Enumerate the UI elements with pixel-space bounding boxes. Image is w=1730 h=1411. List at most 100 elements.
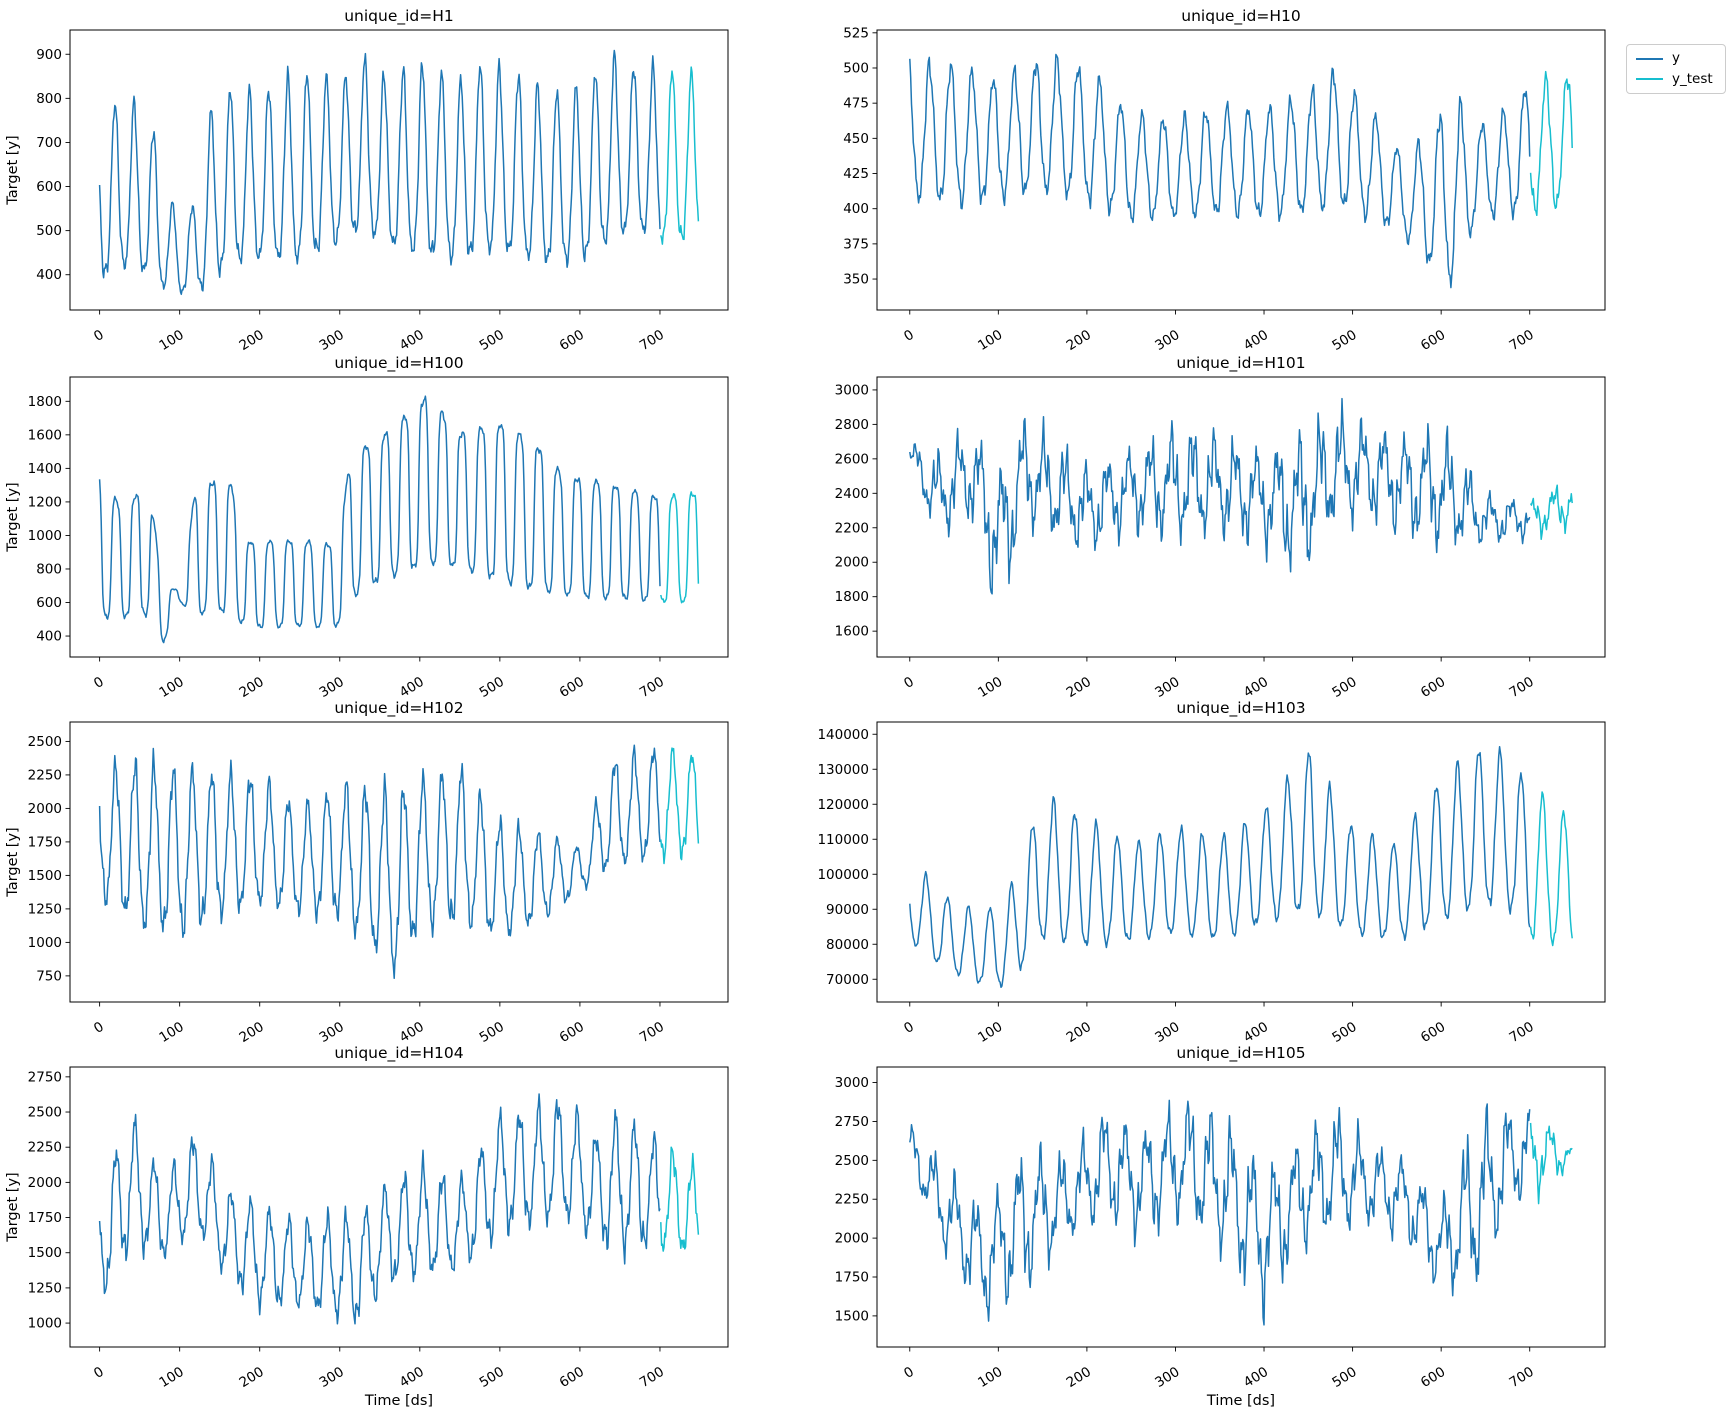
y-axis-label: Target [y] (5, 827, 21, 897)
x-tick-label: 0 (901, 1364, 917, 1382)
x-tick-label: 300 (317, 1364, 347, 1391)
y-tick-label: 3000 (835, 382, 869, 398)
x-tick-label: 0 (91, 1019, 107, 1037)
x-tick-label: 600 (1418, 1019, 1448, 1046)
x-tick-label: 100 (156, 1364, 186, 1391)
x-tick-label: 200 (236, 327, 266, 354)
x-tick-label: 700 (1506, 1019, 1536, 1046)
x-tick-label: 0 (91, 1364, 107, 1382)
y-tick-label: 475 (843, 96, 869, 112)
y-axis-label: Target [y] (5, 135, 21, 205)
x-tick-label: 200 (1064, 674, 1094, 701)
x-tick-label: 200 (1064, 1364, 1094, 1391)
x-tick-label: 500 (1329, 1019, 1359, 1046)
y-tick-label: 80000 (826, 937, 869, 953)
x-tick-label: 200 (236, 674, 266, 701)
x-tick-label: 0 (91, 327, 107, 345)
y-tick-label: 600 (36, 595, 62, 611)
x-axis-label: Time [ds] (364, 1393, 433, 1409)
x-tick-label: 500 (477, 327, 507, 354)
y-tick-label: 2250 (28, 1140, 62, 1156)
y-tick-label: 1400 (28, 461, 62, 477)
y-tick-label: 1600 (835, 624, 869, 640)
legend-item-y: y (1636, 51, 1715, 66)
y-tick-label: 800 (36, 91, 62, 107)
y-tick-label: 1000 (28, 1316, 62, 1332)
legend-item-y-test: y_test (1636, 72, 1715, 87)
y-tick-label: 1750 (835, 1270, 869, 1286)
chart-panel-H104: unique_id=H10410001250150017502000225025… (5, 1044, 729, 1409)
x-tick-label: 200 (1064, 1019, 1094, 1046)
plot-area (876, 29, 1606, 311)
chart-title: unique_id=H1 (344, 7, 454, 26)
x-tick-label: 100 (156, 327, 186, 354)
y-tick-label: 2600 (835, 451, 869, 467)
y-tick-label: 1000 (28, 935, 62, 951)
x-tick-label: 700 (637, 327, 667, 354)
x-tick-label: 300 (1152, 1364, 1182, 1391)
y-tick-label: 450 (843, 131, 869, 147)
x-tick-label: 400 (397, 1364, 427, 1391)
y-tick-label: 1800 (28, 394, 62, 410)
x-tick-label: 400 (1241, 327, 1271, 354)
y-tick-label: 1800 (835, 589, 869, 605)
legend: y y_test (1626, 44, 1726, 94)
chart-panel-H105: unique_id=H10515001750200022502500275030… (835, 1044, 1606, 1409)
chart-panel-H10: unique_id=H10 350 375 400 425 450 475 500 525 0 10… (843, 7, 1606, 354)
y-tick-label: 750 (36, 968, 62, 984)
series-line-y (98, 1093, 661, 1325)
x-tick-label: 600 (557, 674, 587, 701)
series-line-y-test (660, 66, 700, 245)
x-tick-label: 300 (317, 1019, 347, 1046)
chart-panel-H1: unique_id=H1 400 500 600 700 800 900 0 100 200 300… (5, 7, 729, 354)
y-tick-label: 2750 (28, 1069, 62, 1085)
y-tick-label: 2000 (28, 1175, 62, 1191)
y-tick-label: 2250 (835, 1192, 869, 1208)
y-tick-label: 1500 (28, 1245, 62, 1261)
x-tick-label: 700 (637, 674, 667, 701)
chart-title: unique_id=H105 (1176, 1044, 1305, 1063)
chart-title: unique_id=H101 (1176, 354, 1305, 373)
x-axis-label: Time [ds] (1206, 1393, 1275, 1409)
chart-title: unique_id=H100 (334, 354, 463, 373)
x-tick-label: 300 (1152, 674, 1182, 701)
x-tick-label: 100 (975, 1019, 1005, 1046)
y-tick-label: 90000 (826, 902, 869, 918)
y-tick-label: 2500 (835, 1153, 869, 1169)
y-tick-label: 70000 (826, 972, 869, 988)
x-tick-label: 700 (1506, 327, 1536, 354)
x-tick-label: 500 (1329, 674, 1359, 701)
y-tick-label: 525 (843, 25, 869, 41)
series-line-y (909, 397, 1531, 595)
x-tick-label: 100 (975, 1364, 1005, 1391)
x-tick-label: 300 (1152, 1019, 1182, 1046)
plot-area (876, 721, 1606, 1003)
chart-panel-H102: unique_id=H10275010001250150017502000225… (5, 699, 729, 1046)
x-tick-label: 500 (477, 1364, 507, 1391)
x-tick-label: 300 (317, 327, 347, 354)
y-tick-label: 1250 (28, 1280, 62, 1296)
chart-panel-H103: unique_id=H103 70000 80000 90000 100000 11000… (817, 699, 1606, 1046)
x-tick-label: 500 (1329, 1364, 1359, 1391)
chart-title: unique_id=H104 (334, 1044, 463, 1063)
x-tick-label: 0 (91, 674, 107, 692)
series-line-y (98, 744, 661, 980)
y-tick-label: 2500 (28, 734, 62, 750)
y-tick-label: 1000 (28, 528, 62, 544)
chart-title: unique_id=H10 (1181, 7, 1300, 26)
x-tick-label: 400 (397, 674, 427, 701)
x-tick-label: 200 (236, 1019, 266, 1046)
series-line-y (909, 1099, 1531, 1326)
y-tick-label: 2500 (28, 1105, 62, 1121)
x-tick-label: 500 (1329, 327, 1359, 354)
x-tick-label: 100 (975, 674, 1005, 701)
y-tick-label: 1750 (28, 1210, 62, 1226)
x-tick-label: 600 (557, 1019, 587, 1046)
legend-line-y-icon (1636, 57, 1663, 60)
series-line-y (98, 395, 661, 644)
y-tick-label: 140000 (817, 727, 869, 743)
x-tick-label: 200 (1064, 327, 1094, 354)
plot-area (69, 721, 729, 1003)
y-tick-label: 700 (36, 135, 62, 151)
plot-area (876, 1066, 1606, 1348)
